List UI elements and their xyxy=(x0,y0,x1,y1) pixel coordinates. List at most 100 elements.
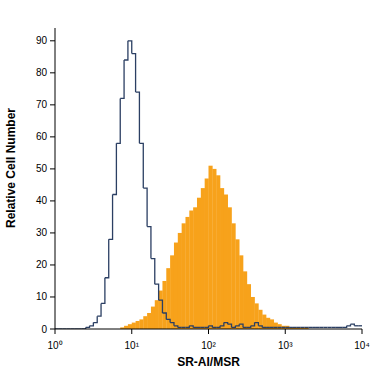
histogram-bar xyxy=(166,268,170,329)
y-tick-label: 30 xyxy=(36,227,48,238)
y-tick-label: 60 xyxy=(36,131,48,142)
histogram-bar xyxy=(143,316,147,329)
histogram-outline xyxy=(97,303,101,316)
histogram-bar xyxy=(128,324,132,329)
histogram-bar xyxy=(201,188,205,329)
histogram-outline xyxy=(105,239,109,277)
y-tick xyxy=(50,104,55,105)
histogram-outline xyxy=(308,327,312,328)
histogram-bar xyxy=(278,324,282,329)
histogram-bar xyxy=(224,195,228,329)
histogram-outline xyxy=(139,143,143,188)
histogram-outline xyxy=(297,327,301,328)
histogram-bar xyxy=(258,310,262,329)
y-tick xyxy=(50,329,55,330)
histogram-outline xyxy=(182,327,186,328)
histogram-outline xyxy=(136,92,140,143)
histogram-outline xyxy=(289,327,293,328)
histogram-bar xyxy=(170,255,174,329)
y-tick xyxy=(50,264,55,265)
histogram-bar xyxy=(139,319,143,329)
histogram-bar xyxy=(232,223,236,329)
histogram-outline xyxy=(274,327,278,328)
histogram-bar xyxy=(251,297,255,329)
y-tick-label: 90 xyxy=(36,35,48,46)
y-tick xyxy=(50,168,55,169)
histogram-outline xyxy=(209,326,213,328)
histogram-outline xyxy=(247,326,251,328)
histogram-outline xyxy=(212,327,216,328)
histogram-outline xyxy=(331,327,335,328)
histogram-outline xyxy=(220,323,224,326)
histogram-outline xyxy=(201,327,205,328)
histogram-bar xyxy=(193,207,197,329)
histogram-outline xyxy=(262,327,266,328)
histogram-outline xyxy=(143,188,147,226)
histogram-outline xyxy=(151,259,155,285)
histogram-bar xyxy=(178,233,182,329)
histogram-outline xyxy=(239,324,243,327)
histogram-outline xyxy=(113,143,117,194)
y-tick xyxy=(50,40,55,41)
histogram-outline xyxy=(205,326,209,328)
histogram-outline xyxy=(255,323,259,326)
histogram-outline xyxy=(116,98,120,143)
y-tick-label: 50 xyxy=(36,163,48,174)
histogram-bar xyxy=(235,239,239,329)
y-tick xyxy=(50,72,55,73)
histogram-outline xyxy=(155,284,159,300)
histogram-outline xyxy=(320,327,324,328)
histogram-bar xyxy=(216,175,220,329)
histogram-bar xyxy=(212,169,216,329)
histogram-outline xyxy=(128,41,132,54)
x-tick xyxy=(131,329,132,334)
histogram-bar xyxy=(136,321,140,329)
histogram-outline xyxy=(93,316,97,322)
histogram-bar xyxy=(185,217,189,329)
histogram-outline xyxy=(354,325,358,326)
histogram-bar xyxy=(205,179,209,330)
x-tick-label: 10² xyxy=(201,340,216,351)
histogram-outline xyxy=(324,327,328,328)
histogram-outline xyxy=(90,323,94,326)
histogram-outline xyxy=(335,327,339,328)
histogram-outline xyxy=(339,327,343,328)
histogram-outline xyxy=(270,327,274,328)
y-tick-label: 10 xyxy=(36,291,48,302)
histogram-bar xyxy=(132,323,136,329)
histogram-bar xyxy=(220,188,224,329)
histogram-outline xyxy=(316,327,320,328)
histogram-outline xyxy=(174,326,178,328)
histogram-outline xyxy=(132,54,136,92)
histogram-outline xyxy=(235,324,239,326)
histogram-outline xyxy=(228,324,232,327)
histogram-outline xyxy=(120,60,124,98)
histogram-outline xyxy=(86,326,90,328)
histogram-outline xyxy=(243,327,247,328)
y-tick xyxy=(50,200,55,201)
x-tick-label: 10³ xyxy=(278,340,293,351)
histogram-outline xyxy=(232,326,236,328)
x-tick-label: 10⁰ xyxy=(47,340,62,351)
histogram-outline xyxy=(258,326,262,328)
histogram-bar xyxy=(247,284,251,329)
x-tick xyxy=(285,329,286,334)
histogram-bar xyxy=(266,318,270,329)
histogram-bar xyxy=(189,211,193,329)
histogram-outline xyxy=(347,324,351,326)
histogram-outline xyxy=(301,327,305,328)
histogram-outline xyxy=(162,313,166,319)
histogram-outline xyxy=(293,327,297,328)
histogram-outline xyxy=(178,327,182,328)
histogram-outline xyxy=(281,327,285,328)
histogram-bar xyxy=(274,323,278,329)
histogram-outline xyxy=(358,325,362,326)
histogram-outline xyxy=(251,323,255,326)
histogram-bar xyxy=(239,255,243,329)
y-tick-label: 20 xyxy=(36,259,48,270)
histogram-outline xyxy=(327,327,331,328)
plot-area xyxy=(55,41,362,329)
histogram-outline xyxy=(185,326,189,328)
histogram-outline xyxy=(285,327,289,328)
histogram-outline xyxy=(166,319,170,322)
